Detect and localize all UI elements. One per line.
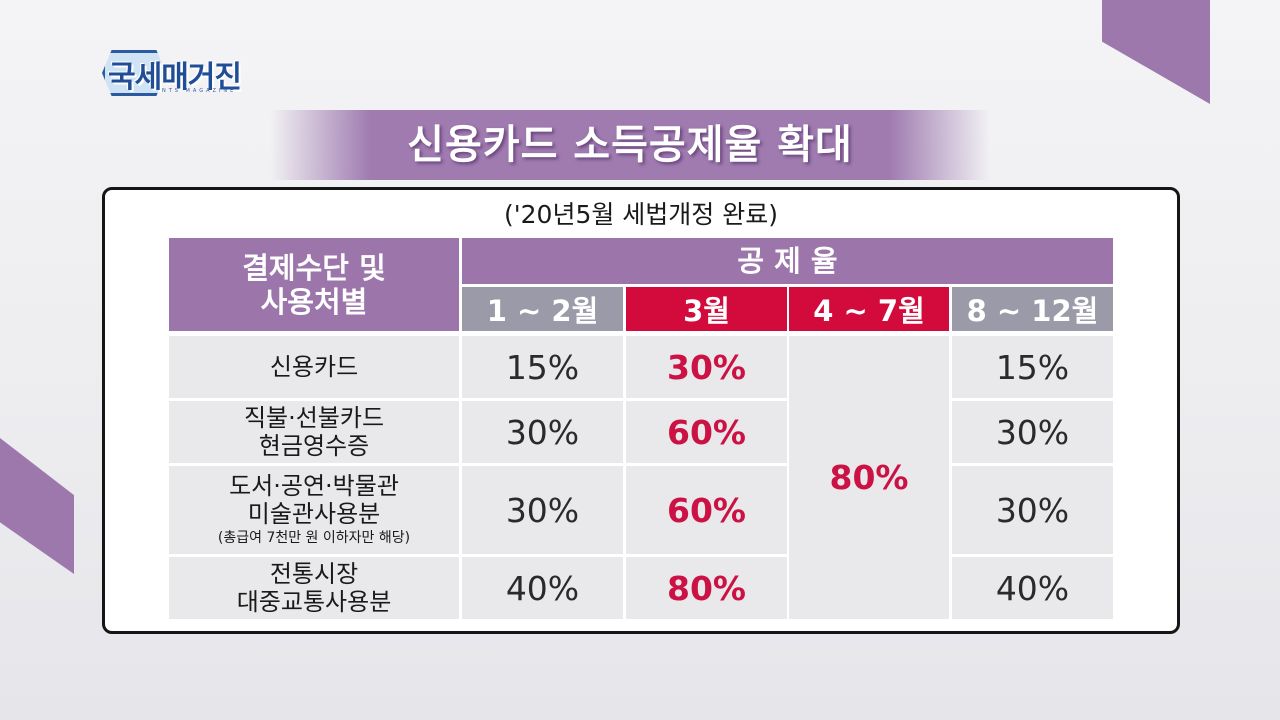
value-cell-highlight: 60%	[626, 401, 787, 463]
value-cell-highlight: 30%	[626, 336, 787, 398]
value-cell-highlight: 60%	[626, 466, 787, 554]
month-header-jan-feb: 1 ~ 2월	[462, 287, 623, 331]
value-cell: 30%	[462, 466, 623, 554]
month-header-mar: 3월	[626, 287, 787, 331]
header-payment-method-line2: 사용처별	[260, 284, 368, 319]
value-cell: 40%	[462, 557, 623, 619]
value-cell: 15%	[952, 336, 1113, 398]
title-banner	[270, 110, 990, 180]
logo-subtext: NTS MAGAZINE	[162, 88, 237, 94]
corner-decoration-top-right	[1102, 0, 1210, 104]
row-note: (총급여 7천만 원 이하자만 해당)	[217, 530, 411, 546]
row-label-credit-card: 신용카드	[169, 336, 459, 398]
row-label-line: 신용카드	[269, 353, 359, 381]
row-label-line: 전통시장	[269, 560, 359, 588]
month-header-aug-dec: 8 ~ 12월	[952, 287, 1113, 331]
logo-hexagon-icon	[102, 50, 166, 96]
row-label-line: 현금영수증	[258, 432, 370, 460]
merged-value-apr-jul: 80%	[789, 336, 949, 619]
header-deduction-rate: 공 제 율	[462, 238, 1113, 284]
value-cell: 30%	[462, 401, 623, 463]
corner-decoration-left	[0, 438, 74, 574]
value-cell-highlight: 80%	[626, 557, 787, 619]
row-label-books-performances-museums: 도서·공연·박물관 미술관사용분 (총급여 7천만 원 이하자만 해당)	[169, 466, 459, 554]
row-label-line: 미술관사용분	[247, 500, 381, 528]
value-cell: 30%	[952, 466, 1113, 554]
logo-text: 국세매거진	[108, 60, 242, 95]
month-header-apr-jul: 4 ~ 7월	[789, 287, 949, 331]
row-label-line: 직불·선불카드	[243, 404, 385, 432]
value-cell: 15%	[462, 336, 623, 398]
value-cell: 40%	[952, 557, 1113, 619]
row-label-traditional-market-transit: 전통시장 대중교통사용분	[169, 557, 459, 619]
header-payment-method-line1: 결제수단 및	[242, 250, 386, 285]
row-label-debit-prepaid-cash-receipt: 직불·선불카드 현금영수증	[169, 401, 459, 463]
header-payment-method: 결제수단 및 사용처별	[169, 238, 459, 331]
row-label-line: 대중교통사용분	[236, 588, 392, 616]
value-cell: 30%	[952, 401, 1113, 463]
program-logo: 국세매거진 NTS MAGAZINE	[100, 46, 252, 98]
page-title: 신용카드 소득공제율 확대	[407, 122, 853, 168]
subtitle: ('20년5월 세법개정 완료)	[504, 200, 778, 229]
row-label-line: 도서·공연·박물관	[229, 472, 399, 500]
